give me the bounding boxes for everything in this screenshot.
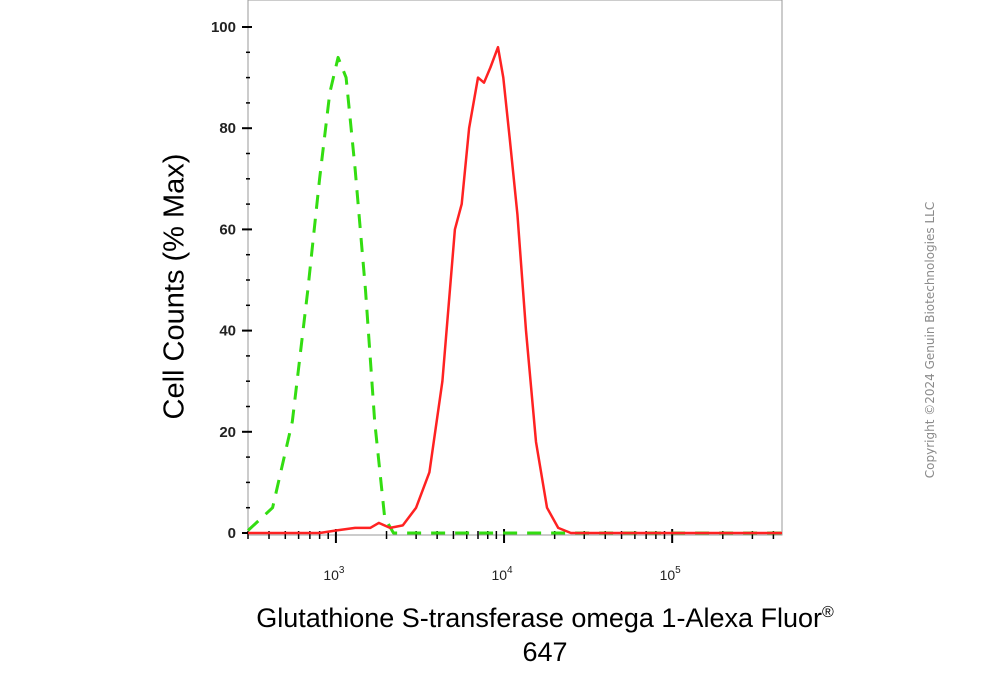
- x-axis-label-line2: 647: [522, 637, 568, 667]
- y-axis-label: Cell Counts (% Max): [158, 153, 191, 420]
- y-axis: 0 20 40 60 80 100: [211, 19, 252, 542]
- y-tick-label-20: 20: [219, 424, 236, 441]
- x-axis-label-main: Glutathione S-transferase omega 1-Alexa …: [256, 603, 822, 633]
- x-axis-label: Glutathione S-transferase omega 1-Alexa …: [140, 596, 950, 669]
- y-axis-label-wrap: Cell Counts (% Max): [150, 0, 198, 448]
- series-line-sample-solid: [248, 45, 782, 535]
- series-line-control-dashed: [246, 55, 782, 535]
- x-axis-label-registered: ®: [822, 604, 834, 621]
- y-tick-label-80: 80: [219, 120, 236, 137]
- y-tick-label-60: 60: [219, 221, 236, 238]
- series-layer: [246, 45, 782, 535]
- x-tick-label-100000: 105: [660, 565, 682, 583]
- plot-frame: [247, 0, 783, 536]
- y-tick-label-40: 40: [219, 323, 236, 340]
- x-tick-label-10000: 104: [491, 565, 513, 583]
- x-tick-label-1000: 103: [323, 565, 345, 583]
- y-tick-label-100: 100: [211, 19, 236, 36]
- x-axis: 103 104 105: [247, 529, 775, 583]
- y-tick-label-0: 0: [228, 525, 236, 542]
- copyright-watermark: Copyright ©2024 Genuin Biotechnologies L…: [923, 201, 937, 479]
